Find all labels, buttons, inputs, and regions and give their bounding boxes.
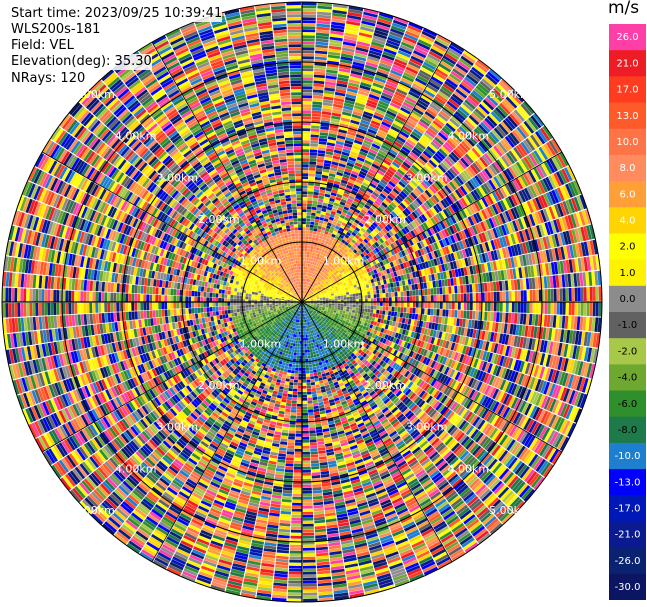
range-ring-label: 3.00km: [406, 171, 448, 184]
range-ring-labels: 1.00km 1.00km 1.00km 1.00km 2.00km 2.00km 2.00…: [73, 88, 530, 517]
colorbar-tick-label: 0.0: [620, 294, 636, 305]
range-ring-label: 3.00km: [157, 171, 199, 184]
range-ring-label: 2.00km: [198, 379, 240, 392]
range-ring-label: 2.00km: [198, 213, 240, 226]
colorbar-segment: [609, 495, 646, 522]
colorbar-tick-label: 4.0: [620, 216, 636, 227]
gate-color-group: [2, 2, 590, 587]
colorbar-segment: [609, 521, 646, 549]
colorbar-tick-label: -10.0: [615, 451, 641, 462]
colorbar-tick-label: 2.0: [620, 242, 636, 253]
colorbar-segment: [609, 154, 646, 182]
colorbar-segment: [609, 181, 646, 208]
colorbar-segment: [609, 573, 646, 600]
colorbar-tick-label: -30.0: [615, 582, 641, 593]
instrument-label: WLS200s-181: [11, 22, 101, 38]
colorbar-segment: [609, 547, 646, 575]
gate-color-group: [5, 5, 602, 602]
colorbar-segment: [609, 442, 646, 470]
colorbar-tick-label: -4.0: [618, 373, 638, 384]
field-label: Field: VEL: [11, 38, 74, 54]
azimuth-line: [151, 41, 303, 303]
range-ring-label: 4.00km: [115, 130, 157, 143]
start-time-label: Start time: 2023/09/25 10:39:41: [11, 6, 223, 22]
colorbar-tick-label: 26.0: [616, 32, 638, 43]
colorbar-tick-label: 8.0: [620, 163, 636, 174]
colorbar-tick-label: -26.0: [615, 556, 641, 567]
colorbar-segment: [609, 390, 646, 418]
colorbar-segment: [609, 285, 646, 313]
colorbar-tick-label: 6.0: [620, 189, 636, 200]
colorbar: 26.0 21.0 17.0 13.0 10.0 8.0 6.0 4.0 2.0 1.0 0.0 -1…: [609, 24, 646, 600]
colorbar-segment: [609, 364, 646, 392]
range-ring-label: 4.00km: [448, 130, 490, 143]
colorbar-segment: [609, 469, 646, 496]
range-ring-label: 5.00km: [489, 504, 531, 517]
colorbar-tick-label: -13.0: [615, 477, 641, 488]
range-ring-label: 3.00km: [157, 421, 199, 434]
azimuth-line: [151, 301, 303, 563]
range-ring-label: 4.00km: [448, 462, 490, 475]
azimuth-line: [41, 301, 303, 453]
colorbar-tick-label: -6.0: [618, 399, 638, 410]
colorbar-segment: [609, 24, 646, 51]
colorbar-tick-label: -21.0: [615, 530, 641, 541]
range-ring-label: 1.00km: [240, 254, 282, 267]
range-ring-label: 5.00km: [73, 88, 115, 101]
colorbar-tick-label: 17.0: [616, 85, 638, 96]
colorbar-tick-label: 1.0: [620, 268, 636, 279]
colorbar-tick-label: -2.0: [618, 346, 638, 357]
azimuth-line: [301, 301, 453, 563]
azimuth-line: [41, 151, 303, 303]
colorbar-segment: [609, 50, 646, 77]
colorbar-tick-label: 13.0: [616, 111, 638, 122]
range-ring-label: 1.00km: [323, 338, 365, 351]
azimuth-line: [301, 301, 563, 453]
colorbar-title: m/s: [608, 0, 640, 18]
colorbar-tick-label: -1.0: [618, 320, 638, 331]
azimuth-line: [301, 151, 563, 303]
colorbar-segment: [609, 207, 646, 234]
gate-color-group: [9, 20, 598, 599]
range-ring-label: 1.00km: [240, 338, 282, 351]
range-ring-label: 1.00km: [323, 254, 365, 267]
gate-color-group: [8, 8, 593, 598]
range-ring-label: 2.00km: [364, 213, 406, 226]
colorbar-segment: [609, 76, 646, 104]
colorbar-segment: [609, 259, 646, 287]
colorbar-segment: [609, 312, 646, 339]
colorbar-tick-label: 21.0: [616, 58, 638, 69]
range-ring-label: 4.00km: [115, 462, 157, 475]
nrays-label: NRays: 120: [11, 71, 86, 87]
colorbar-segment: [609, 338, 646, 365]
range-ring-label: 5.00km: [73, 504, 115, 517]
colorbar-tick-label: -8.0: [618, 425, 638, 436]
elevation-label: Elevation(deg): 35.30: [11, 54, 152, 70]
colorbar-segment: [609, 102, 646, 130]
range-ring-label: 5.00km: [489, 88, 531, 101]
gate-color-group: [5, 2, 589, 598]
range-ring-label: 2.00km: [364, 379, 406, 392]
colorbar-segment: [609, 128, 646, 156]
range-ring-label: 3.00km: [406, 421, 448, 434]
colorbar-segment: [609, 416, 646, 444]
colorbar-tick-label: 10.0: [616, 137, 638, 148]
azimuth-line: [301, 41, 453, 303]
colorbar-tick-label: -17.0: [615, 504, 641, 515]
azimuth-lines: [2, 2, 602, 602]
colorbar-segment: [609, 233, 646, 261]
